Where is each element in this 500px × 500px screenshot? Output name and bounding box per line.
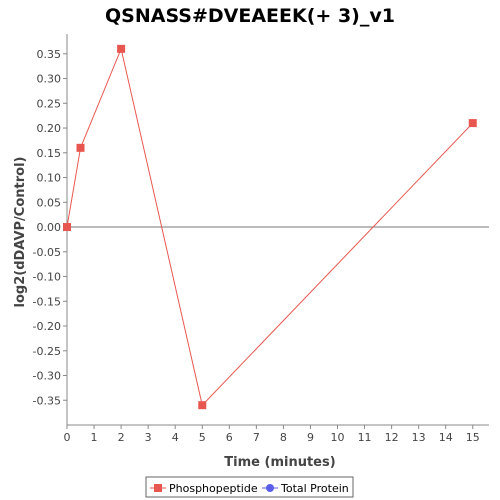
y-tick-label: -0.05 (33, 246, 61, 259)
legend-box (145, 476, 354, 498)
legend-label-total-protein: Total Protein (280, 482, 349, 495)
data-point-phosphopeptide (117, 44, 126, 53)
y-tick-label: 0.25 (37, 97, 62, 110)
plot-area: 0.35 0.30 0.25 0.20 0.15 0.10 0.05 0.00 -0.05 -0.… (33, 34, 489, 444)
legend-marker-total-protein (266, 484, 274, 492)
y-axis-ticks: 0.35 0.30 0.25 0.20 0.15 0.10 0.05 0.00 -0.05 -0.… (33, 48, 67, 407)
data-point-phosphopeptide (63, 223, 71, 232)
plot-background (67, 34, 489, 425)
x-tick-label: 3 (145, 431, 152, 444)
data-point-phosphopeptide (468, 119, 477, 128)
x-tick-label: 1 (91, 431, 98, 444)
y-axis-label: log2(dDAVP/Control) (13, 157, 28, 308)
data-point-phosphopeptide (198, 401, 207, 410)
y-tick-label: 0.00 (37, 221, 62, 234)
y-tick-label: 0.30 (37, 73, 62, 86)
x-tick-label: 14 (439, 431, 453, 444)
legend: Phosphopeptide Total Protein (145, 476, 354, 498)
x-tick-label: 4 (172, 431, 179, 444)
y-tick-label: -0.20 (33, 320, 61, 333)
x-tick-label: 15 (466, 431, 480, 444)
y-tick-label: 0.20 (37, 122, 62, 135)
y-tick-label: 0.15 (37, 147, 62, 160)
data-point-phosphopeptide (76, 143, 85, 152)
legend-item-phosphopeptide: Phosphopeptide (150, 482, 258, 495)
x-tick-label: 0 (64, 431, 71, 444)
x-tick-label: 2 (118, 431, 125, 444)
x-tick-label: 6 (226, 431, 233, 444)
legend-item-total-protein: Total Protein (262, 482, 349, 495)
series-layer (63, 44, 477, 410)
y-tick-label: -0.30 (33, 370, 61, 383)
x-tick-label: 12 (385, 431, 399, 444)
x-tick-label: 10 (331, 431, 345, 444)
x-axis-label: Time (minutes) (224, 455, 335, 470)
x-tick-label: 11 (358, 431, 372, 444)
x-tick-label: 13 (412, 431, 426, 444)
chart-title: QSNASS#DVEAEEK(+ 3)_v1 (105, 5, 395, 27)
y-tick-label: -0.10 (33, 271, 61, 284)
y-tick-label: -0.25 (33, 345, 61, 358)
y-tick-label: -0.35 (33, 394, 61, 407)
y-tick-label: 0.35 (37, 48, 62, 61)
legend-label-phosphopeptide: Phosphopeptide (169, 482, 258, 495)
legend-marker-phosphopeptide (154, 484, 162, 492)
x-tick-label: 7 (253, 431, 260, 444)
x-axis-ticks: 0 1 2 3 4 5 6 7 8 9 10 11 12 13 14 15 (64, 425, 480, 444)
y-tick-label: 0.05 (37, 196, 62, 209)
x-tick-label: 8 (280, 431, 287, 444)
y-tick-label: 0.10 (37, 172, 62, 185)
y-tick-label: -0.15 (33, 295, 61, 308)
x-tick-label: 5 (199, 431, 206, 444)
x-tick-label: 9 (307, 431, 314, 444)
